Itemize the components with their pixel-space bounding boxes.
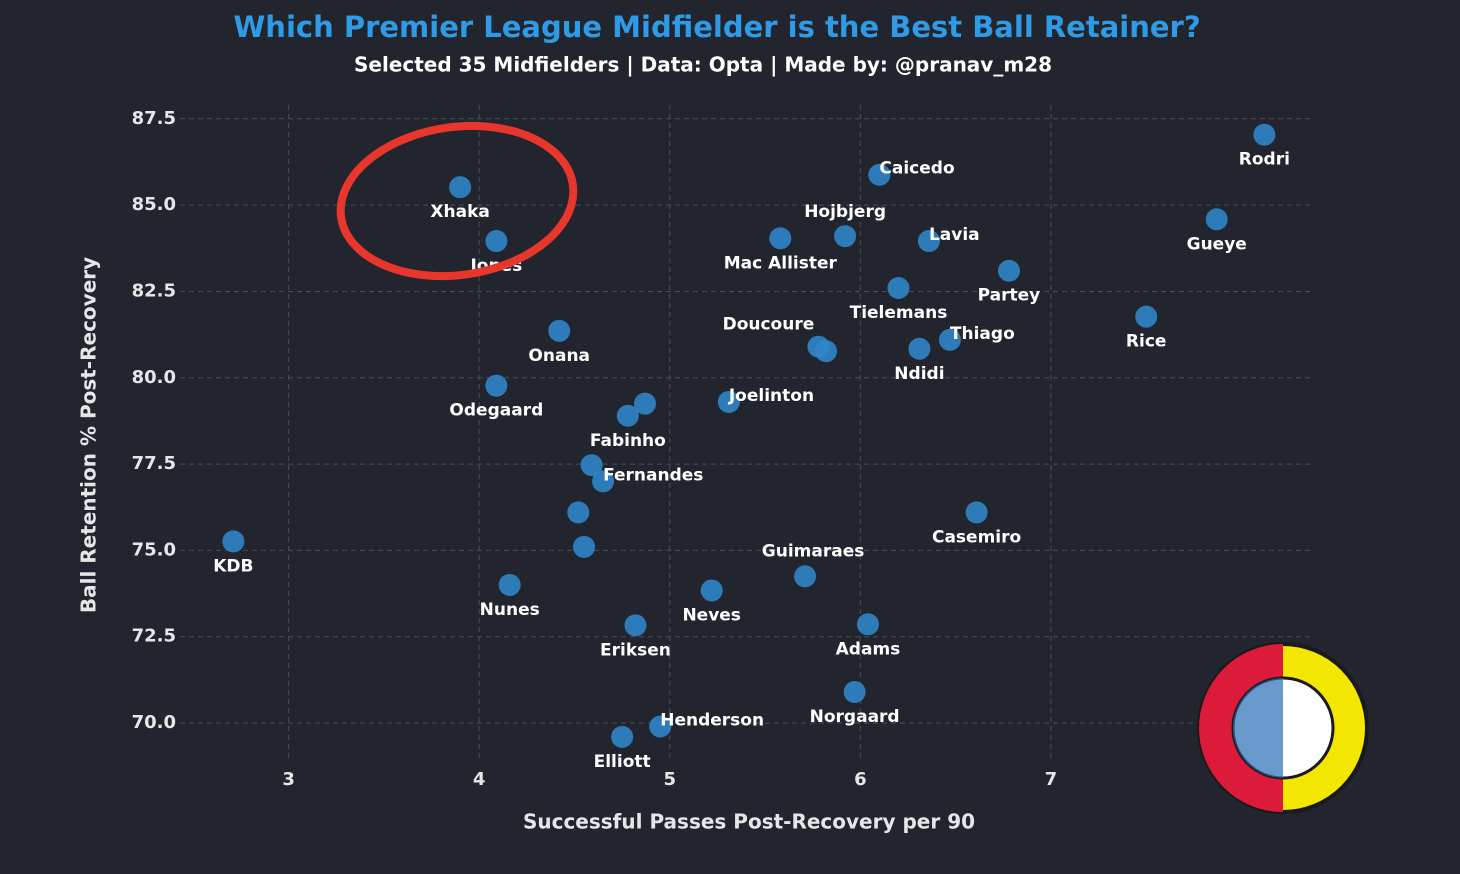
point-label: Odegaard <box>449 401 543 421</box>
point <box>1205 208 1228 231</box>
y-tick-label: 85.0 <box>132 194 176 215</box>
point <box>567 501 590 524</box>
x-tick-label: 6 <box>854 769 867 790</box>
point <box>815 340 838 363</box>
x-axis-label: Successful Passes Post-Recovery per 90 <box>523 810 975 834</box>
point <box>834 225 857 248</box>
point <box>573 535 596 558</box>
logo-center-left <box>1233 678 1283 778</box>
point <box>887 276 910 299</box>
point <box>485 374 508 397</box>
point-label: Doucoure <box>723 315 815 335</box>
grid: 70.0 72.5 75.0 77.5 80.0 82.5 85.0 87.5 3 4 5 6 7 <box>132 105 1312 790</box>
point-label: Thiago <box>950 324 1015 344</box>
point <box>868 163 891 186</box>
point <box>633 392 656 415</box>
point <box>449 176 472 199</box>
point-label: Norgaard <box>810 707 900 727</box>
point <box>624 614 647 637</box>
point <box>1253 123 1276 146</box>
y-axis-label: Ball Retention % Post-Recovery <box>77 257 101 613</box>
point-label: Hojbjerg <box>804 202 886 222</box>
point-label: Gueye <box>1187 234 1247 254</box>
y-tick-label: 87.5 <box>132 108 176 129</box>
point-label: Joelinton <box>728 386 814 406</box>
x-tick-label: 5 <box>664 769 677 790</box>
point-label: Fernandes <box>603 465 703 485</box>
y-tick-label: 72.5 <box>132 626 176 647</box>
point <box>580 454 603 477</box>
point <box>649 715 672 738</box>
point <box>938 328 961 351</box>
point <box>611 725 634 748</box>
point-label: Partey <box>978 286 1041 306</box>
point-label: Neves <box>682 605 741 625</box>
point <box>769 227 792 250</box>
point-label: Guimaraes <box>762 541 865 561</box>
point <box>856 613 879 636</box>
chart-subtitle: Selected 35 Midfielders | Data: Opta | M… <box>354 53 1052 77</box>
point-label: Rodri <box>1239 150 1290 170</box>
y-tick-label: 82.5 <box>132 280 176 301</box>
point-label: Lavia <box>929 225 980 245</box>
point-label: Casemiro <box>932 527 1021 547</box>
logo <box>1197 642 1369 814</box>
point-label: Eriksen <box>600 640 671 660</box>
y-tick-label: 77.5 <box>132 453 176 474</box>
point-label: Adams <box>836 639 901 659</box>
point <box>616 404 639 427</box>
x-tick-label: 7 <box>1045 769 1058 790</box>
point <box>997 259 1020 282</box>
point <box>917 230 940 253</box>
point-label: Onana <box>528 346 590 366</box>
point <box>592 470 615 493</box>
y-tick-label: 70.0 <box>132 712 176 733</box>
point-label: Henderson <box>660 711 764 731</box>
point-label: Nunes <box>480 600 540 620</box>
x-tick-label: 3 <box>282 769 295 790</box>
point <box>717 390 740 413</box>
point <box>965 501 988 524</box>
point <box>498 573 521 596</box>
point-label: KDB <box>213 556 253 576</box>
point-label: Caicedo <box>879 159 954 179</box>
point-label: Xhaka <box>430 202 489 222</box>
highlight-ellipse <box>336 121 578 281</box>
chart-title: Which Premier League Midfielder is the B… <box>233 10 1200 44</box>
point <box>908 337 931 360</box>
point <box>843 680 866 703</box>
point <box>485 230 508 253</box>
point-label: Mac Allister <box>724 253 838 273</box>
point-label: Rice <box>1126 332 1167 352</box>
point <box>700 579 723 602</box>
point <box>1135 305 1158 328</box>
x-tick-label: 4 <box>473 769 486 790</box>
point <box>794 565 817 588</box>
point-label: Fabinho <box>590 431 666 451</box>
point <box>548 319 571 342</box>
y-tick-label: 80.0 <box>132 367 176 388</box>
point <box>222 530 245 553</box>
point-label: Tielemans <box>850 303 948 323</box>
point-label: Elliott <box>594 752 651 772</box>
point-label: Ndidi <box>894 364 944 384</box>
y-tick-label: 75.0 <box>132 539 176 560</box>
